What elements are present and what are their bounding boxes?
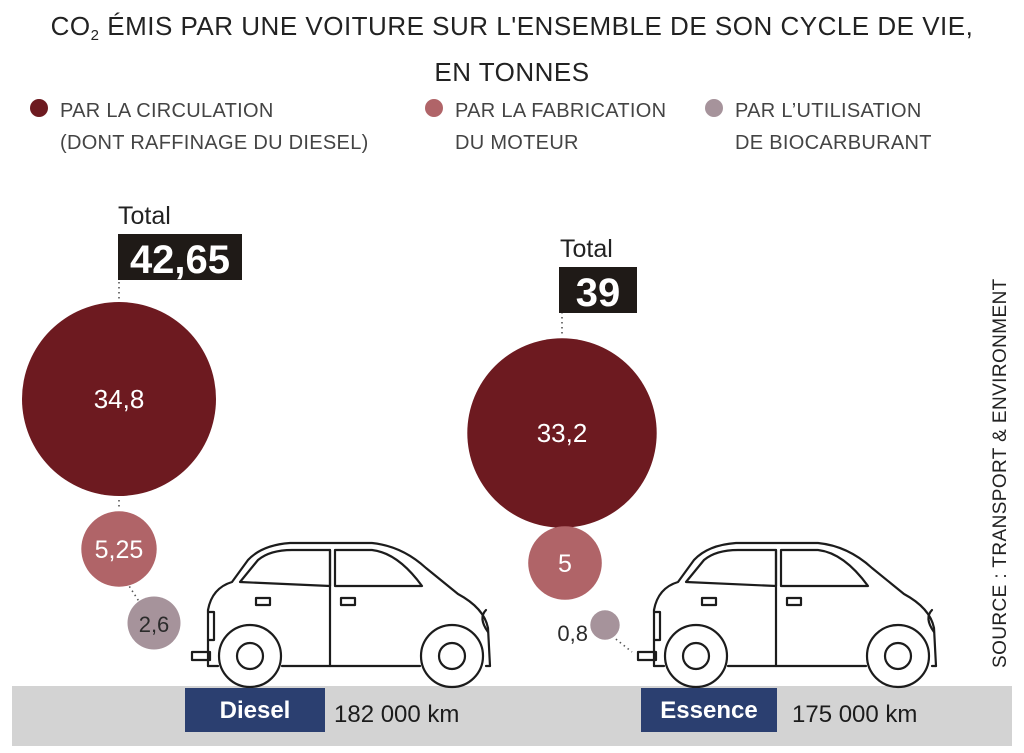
legend-item-circulation: PAR LA CIRCULATION (DONT RAFFINAGE DU DI… [30, 95, 369, 159]
legend-item-biocarburant: PAR L’UTILISATION DE BIOCARBURANT [705, 95, 932, 159]
bubble-value-label: 5,25 [95, 536, 144, 564]
car-wheel-hub [235, 641, 265, 671]
bubble-value-label: 5 [558, 550, 572, 578]
fuel-label-box [641, 688, 777, 732]
car-outline [238, 548, 332, 588]
bubble-circulation [22, 302, 216, 496]
car-outline [481, 608, 490, 634]
legend-label: DU MOTEUR [455, 132, 579, 154]
car-outline [206, 610, 216, 642]
car-outline [927, 608, 936, 634]
bubble-fabrication [81, 511, 157, 587]
bubble-biocarburant [127, 596, 181, 650]
legend-label: PAR LA FABRICATION [455, 100, 667, 122]
car-outline [779, 548, 870, 588]
ground-strip [12, 686, 1012, 746]
source-note: SOURCE : TRANSPORT & ENVIRONMENT [990, 278, 1011, 668]
car-outline [190, 650, 212, 662]
chart-title: CO2 ÉMIS PAR UNE VOITURE SUR L'ENSEMBLE … [0, 8, 1024, 90]
fuel-label-box [185, 688, 325, 732]
distance-label: 182 000 km [334, 701, 459, 728]
car-illustration [190, 541, 492, 689]
bubble-value-label: 34,8 [94, 384, 145, 414]
car-door-handle [254, 596, 272, 607]
car-wheel [419, 623, 485, 689]
bubble-value-label: 2,6 [139, 612, 170, 637]
car-outline [652, 610, 662, 642]
bubble-biocarburant [590, 610, 620, 640]
legend-swatch-biocarburant [705, 99, 723, 117]
car-outline [684, 548, 778, 588]
connector-dots [611, 635, 633, 653]
legend-label: DE BIOCARBURANT [735, 132, 932, 154]
car-wheel [663, 623, 729, 689]
legend-item-fabrication: PAR LA FABRICATION DU MOTEUR [425, 95, 666, 159]
bubble-fabrication [528, 526, 602, 600]
car-wheel-hub [681, 641, 711, 671]
legend-label: (DONT RAFFINAGE DU DIESEL) [60, 132, 369, 154]
fuel-label: Essence [660, 697, 757, 724]
car-wheel [865, 623, 931, 689]
chart-title-line-1: CO2 ÉMIS PAR UNE VOITURE SUR L'ENSEMBLE … [50, 11, 974, 44]
total-box [559, 267, 637, 313]
bubble-value-label: 0,8 [557, 621, 588, 646]
car-door-handle [785, 596, 803, 607]
car-wheel-hub [883, 641, 913, 671]
legend-label: PAR LA CIRCULATION [60, 100, 274, 122]
legend-swatch-fabrication [425, 99, 443, 117]
bubble-value-label: 33,2 [537, 418, 588, 448]
total-value: 42,65 [130, 238, 230, 282]
car-illustration [636, 541, 938, 689]
car-wheel-hub [437, 641, 467, 671]
total-box [118, 234, 242, 280]
distance-label: 175 000 km [792, 701, 917, 728]
legend-swatch-circulation [30, 99, 48, 117]
car-outline [636, 650, 658, 662]
total-value: 39 [576, 271, 621, 315]
chart-title-line-2: EN TONNES [434, 57, 590, 87]
car-outline [206, 541, 492, 668]
car-door-handle [700, 596, 718, 607]
car-door-handle [339, 596, 357, 607]
total-label: Total [118, 202, 171, 230]
car-outline [333, 548, 424, 588]
legend-label: PAR L’UTILISATION [735, 100, 922, 122]
car-outline [652, 541, 938, 668]
bubble-circulation [467, 338, 657, 528]
total-label: Total [560, 235, 613, 263]
fuel-label: Diesel [220, 697, 291, 724]
car-wheel [217, 623, 283, 689]
